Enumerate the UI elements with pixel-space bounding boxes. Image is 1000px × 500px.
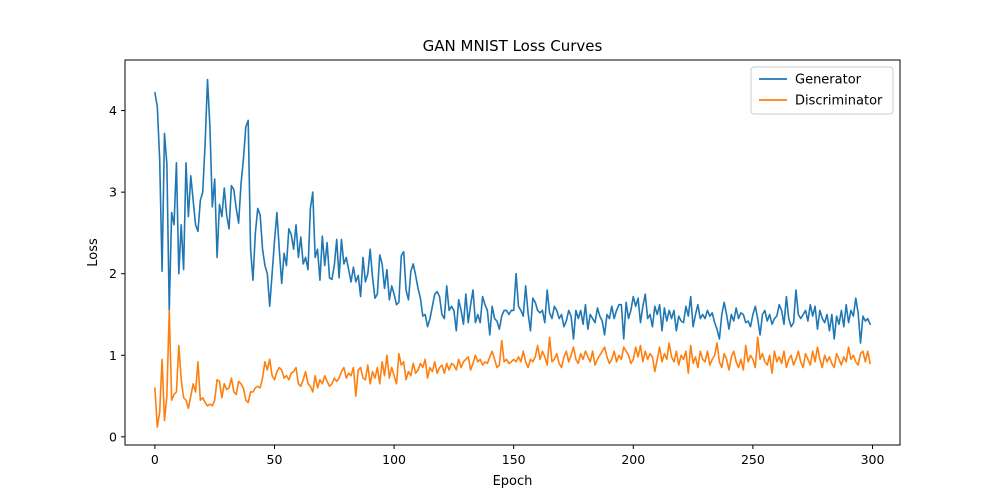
y-tick-label: 2	[109, 266, 117, 281]
x-tick-label: 300	[861, 452, 885, 467]
x-tick-label: 200	[621, 452, 645, 467]
y-tick-label: 3	[109, 185, 117, 200]
chart-title: GAN MNIST Loss Curves	[423, 37, 603, 55]
plot-area	[124, 59, 901, 446]
series-layer	[154, 78, 871, 428]
x-tick-label: 100	[382, 452, 406, 467]
y-axis: 0 1 2 3 4	[109, 103, 125, 444]
y-tick-label: 4	[109, 103, 117, 118]
legend: Generator Discriminator	[750, 66, 894, 115]
x-axis: 0 50 100 150 200 250 300	[151, 445, 885, 467]
legend-label: Generator	[795, 73, 862, 88]
legend-label: Discriminator	[795, 94, 883, 109]
x-tick-label: 250	[741, 452, 765, 467]
series-line-generator	[154, 78, 871, 344]
series-line-discriminator	[154, 309, 871, 428]
x-tick-label: 0	[151, 452, 159, 467]
y-axis-label: Loss	[86, 238, 101, 267]
x-tick-label: 50	[267, 452, 283, 467]
x-tick-label: 150	[502, 452, 526, 467]
y-tick-label: 0	[109, 429, 117, 444]
y-tick-label: 1	[109, 348, 117, 363]
plot-frame	[124, 59, 901, 446]
x-axis-label: Epoch	[493, 474, 533, 489]
